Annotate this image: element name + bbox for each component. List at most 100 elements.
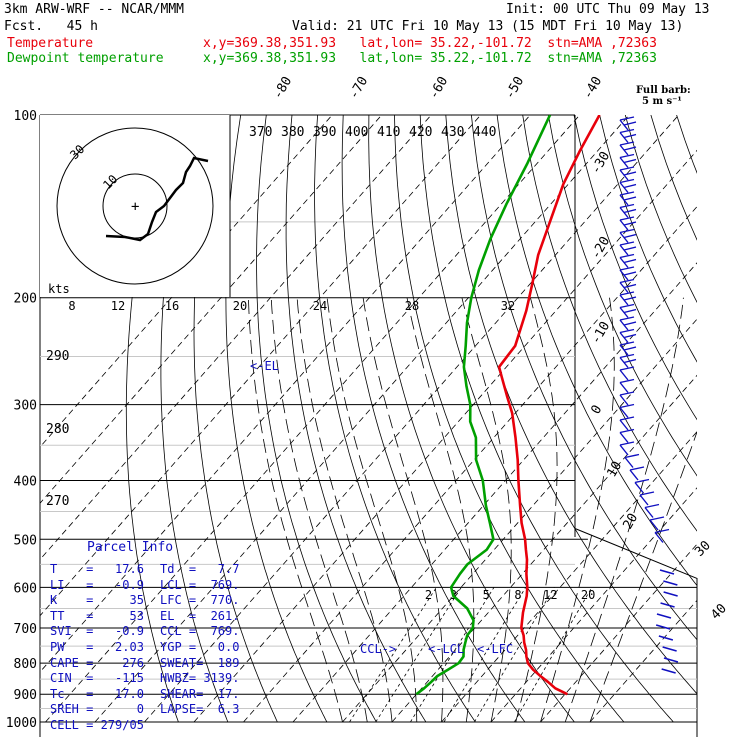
parcel-info-row: T = 17.6 Td = 7.7 — [50, 562, 239, 576]
moist-adiabat-line — [362, 297, 444, 723]
parcel-info-left: PW = 2.03 — [50, 640, 144, 654]
isotherm-line — [45, 115, 580, 723]
wind-barb-flag — [619, 441, 635, 446]
dry-adiabat-line — [728, 115, 740, 722]
isotherm-line — [391, 374, 697, 723]
dry-adiabat-line — [419, 115, 674, 723]
parcel-info-left: Tc = 17.0 — [50, 686, 144, 701]
hodograph-background — [40, 115, 230, 297]
valid-time: Valid: 21 UTC Fri 10 May 13 (15 MDT Fri … — [292, 19, 684, 34]
wind-barb-flag — [623, 358, 637, 364]
wind-barb-flag — [623, 246, 637, 251]
dry-adiabat-line — [573, 115, 697, 421]
wind-barb-flag — [619, 253, 635, 259]
wind-barb-flag — [619, 216, 635, 221]
theta-e-label: 380 — [281, 125, 304, 140]
wind-barb-flag — [623, 271, 637, 276]
parcel-info-row: LI = -0.9 LCL = 769. — [50, 578, 239, 592]
wind-barb-flag — [623, 133, 637, 139]
dry-adiabat-line — [341, 115, 526, 723]
wind-barb-flag — [619, 378, 635, 384]
barb-legend-units: 5 m s⁻¹ — [642, 96, 682, 107]
dry-adiabat-line — [548, 115, 697, 477]
hodograph-speed-label: 24 — [313, 299, 327, 313]
pressure-tick-label: 900 — [14, 688, 37, 703]
moist-adiabat-line — [540, 297, 615, 723]
wind-barb — [629, 469, 639, 481]
parcel-info-row: PW = 2.03 YGP = 0.0 — [50, 640, 239, 654]
hodograph-unit-label: kts — [48, 282, 70, 296]
wind-barb-flag — [623, 208, 637, 214]
mixing-ratio-line — [514, 587, 593, 723]
hodograph-speed-label: 16 — [165, 299, 179, 313]
wind-barb-flag — [623, 258, 637, 264]
wind-barb-flag — [623, 171, 637, 176]
parcel-info-left: CIN = -115 — [50, 671, 144, 686]
parcel-info-right: YGP = 0.0 — [160, 640, 240, 654]
theta-label: 290 — [46, 349, 69, 364]
wind-barb — [619, 394, 629, 406]
hodograph-center-mark: + — [131, 199, 139, 215]
parcel-info-row: SVI = -0.9 CCL = 769. — [50, 624, 239, 639]
isotherm-line — [243, 206, 697, 723]
mixing-ratio-label: 20 — [581, 588, 595, 602]
wind-barb-flag — [619, 203, 635, 209]
wind-barb-flag — [619, 141, 635, 146]
wind-barb-flag — [619, 178, 635, 184]
wind-barb-flag — [629, 466, 645, 471]
isotherm-line — [40, 115, 481, 617]
parcel-info-row: CIN = -115 HWBZ= 3139. — [50, 671, 239, 686]
parcel-info-right: CCL = 769. — [160, 624, 240, 639]
mixing-ratio-label: 12 — [543, 588, 557, 602]
parcel-info-left: SVI = -0.9 — [50, 624, 144, 639]
annotations: <-EL CCL-> <-LCL <-LFC — [250, 359, 513, 656]
isotherm-line — [292, 262, 697, 723]
wind-barb — [624, 457, 634, 468]
hodograph-speed-label: 12 — [111, 299, 125, 313]
temperature-tick-label: -80 — [270, 74, 295, 102]
wind-barb — [654, 532, 664, 543]
wind-barb — [644, 507, 654, 518]
pressure-tick-label: 600 — [14, 581, 37, 596]
wind-barb — [619, 419, 629, 431]
isotherm-line — [441, 431, 697, 723]
theta-label: 280 — [46, 422, 69, 437]
forecast-hour: Fcst. 45 h — [4, 19, 98, 34]
isotherm-line — [40, 115, 382, 504]
dewpoint-legend-label: Dewpoint temperature — [7, 51, 164, 66]
moist-adiabat-line — [270, 297, 368, 723]
dewpoint-location: x,y=369.38,351.93 lat,lon= 35.22,-101.72… — [203, 51, 657, 66]
mixing-ratio-label: 5 — [483, 588, 490, 602]
parcel-info-row: CAPE = 276 SWEAT= 189 — [50, 656, 239, 670]
dry-adiabat-line — [225, 115, 328, 723]
wind-barb-flag — [623, 308, 637, 314]
wind-barb-flag — [619, 416, 635, 421]
wind-barb-flag — [623, 146, 637, 151]
isotherm-line — [540, 543, 697, 723]
temperature-tick-label: 40 — [708, 601, 730, 623]
wind-barb-lower — [663, 580, 678, 586]
wind-barb-flag — [624, 453, 640, 459]
moist-adiabat-line — [515, 297, 558, 723]
temperature-tick-label: 10 — [604, 459, 625, 480]
wind-barb-lower — [662, 646, 677, 652]
pressure-tick-label: 500 — [14, 533, 37, 548]
parcel-info-right: SHEAR= 17. — [160, 686, 240, 701]
temperature-tick-label: -70 — [346, 74, 371, 102]
hodograph-ring — [56, 127, 214, 285]
wind-barb-flag — [619, 116, 635, 121]
pressure-tick-label: 700 — [14, 622, 37, 637]
parcel-info-left: TT = 53 — [50, 608, 144, 623]
isotherm-line — [94, 115, 630, 723]
pressure-tick-label: 1000 — [6, 716, 37, 731]
mixing-ratio-line — [349, 587, 437, 723]
parcel-info-row: SREH = 0 LAPSE= 6.3 — [50, 702, 239, 716]
moist-adiabat-line — [461, 297, 512, 723]
hodograph-trace — [105, 156, 209, 242]
dry-adiabat-line — [314, 115, 476, 723]
temperature-tick-label: -40 — [580, 74, 605, 102]
mixing-ratio-line — [443, 587, 527, 723]
parcel-info-panel: Parcel Info T = 17.6 Td = 7.7 LI = -0.9 LCL… — [47, 537, 240, 737]
wind-barb-flag — [619, 353, 635, 359]
wind-barb-flag — [623, 196, 637, 201]
